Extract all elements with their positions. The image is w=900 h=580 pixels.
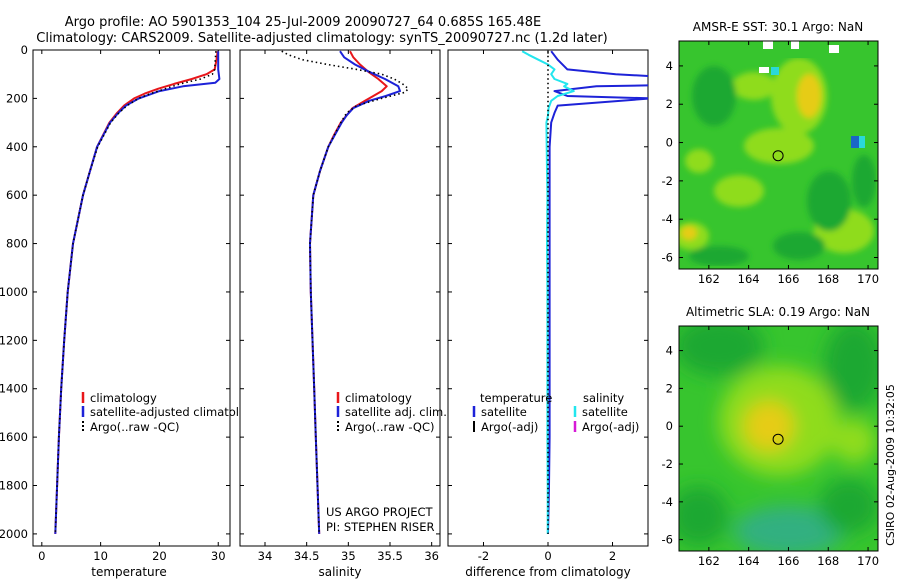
sla-map-field — [679, 326, 878, 551]
map-y-tick-label: 0 — [666, 419, 673, 433]
map-y-tick-label: 4 — [666, 344, 673, 358]
map-y-tick-label: 4 — [666, 59, 673, 73]
legend-group-salinity: salinity — [583, 391, 624, 405]
salinity-legend: climatology satellite adj. clim. Argo(..… — [336, 391, 447, 434]
difference-xlabel: difference from climatology — [465, 565, 631, 579]
map-y-tick-label: 0 — [666, 136, 673, 150]
map-y-tick-label: -6 — [662, 533, 673, 547]
y-tick-label: 1400 — [0, 382, 28, 396]
legend-label-sal-satellite: satellite — [582, 405, 628, 419]
map-x-tick-label: 170 — [857, 272, 879, 286]
map-x-tick-label: 166 — [777, 554, 799, 568]
legend-label-argo: Argo(..raw -QC) — [345, 420, 435, 434]
pi-label: PI: STEPHEN RISER — [326, 520, 435, 534]
sla-map-axes: 162 164 166 168 170 4 2 0 -2 -4 -6 — [662, 326, 879, 568]
temperature-profiles — [54, 51, 221, 534]
map-y-tick-label: -6 — [662, 251, 673, 265]
map-y-tick-label: -2 — [662, 174, 673, 188]
y-tick-label: 1800 — [0, 479, 28, 493]
x-tick-label: 0 — [544, 549, 551, 563]
map-x-tick-label: 170 — [857, 554, 879, 568]
map-x-tick-label: 166 — [777, 272, 799, 286]
y-tick-label: 1200 — [0, 333, 28, 347]
temperature-legend: climatology satellite-adjusted climatolo… — [81, 391, 260, 434]
sst-map-frame — [678, 40, 879, 270]
y-tick-label: 600 — [6, 188, 28, 202]
figure-title-line1: Argo profile: AO 5901353_104 25-Jul-2009… — [65, 15, 542, 30]
y-tick-label: 400 — [6, 140, 28, 154]
x-tick-label: -2 — [478, 549, 489, 563]
sst-map-field — [679, 41, 878, 269]
sla-map-title: Altimetric SLA: 0.19 Argo: NaN — [686, 305, 870, 319]
difference-x-axis: -2 0 2 — [478, 50, 616, 563]
x-tick-label: 0 — [38, 549, 45, 563]
sst-map-axes: 162 164 166 168 170 4 2 0 -2 -4 -6 — [662, 41, 879, 286]
y-tick-label: 2000 — [0, 527, 28, 541]
x-tick-label: 34.5 — [294, 549, 320, 563]
y-tick-label: 1000 — [0, 285, 28, 299]
sst-map-panel: AMSR-E SST: 30.1 Argo: NaN — [662, 20, 879, 286]
sla-map-panel: Altimetric SLA: 0.19 Argo: NaN 162 164 166… — [662, 305, 879, 568]
map-x-tick-label: 164 — [738, 272, 760, 286]
y-tick-label: 800 — [6, 237, 28, 251]
map-y-tick-label: -4 — [662, 212, 673, 226]
map-x-tick-label: 162 — [698, 272, 720, 286]
sla-map-frame — [678, 325, 879, 552]
map-x-tick-label: 168 — [817, 272, 839, 286]
legend-label-temp-argo: Argo(-adj) — [481, 420, 538, 434]
map-x-tick-label: 168 — [817, 554, 839, 568]
map-x-tick-label: 162 — [698, 554, 720, 568]
legend-label-climatology: climatology — [90, 391, 157, 405]
x-tick-label: 36 — [424, 549, 439, 563]
sst-map-title: AMSR-E SST: 30.1 Argo: NaN — [693, 20, 863, 34]
y-tick-label: 200 — [6, 91, 28, 105]
difference-profiles — [521, 50, 648, 534]
legend-label-sal-argo: Argo(-adj) — [582, 420, 639, 434]
temperature-panel: 0 200 400 600 800 1000 1200 1400 1600 1800 2000 0 1… — [0, 43, 260, 579]
map-y-tick-label: 2 — [666, 97, 673, 111]
salinity-xlabel: salinity — [318, 565, 361, 579]
x-tick-label: 35.5 — [377, 549, 403, 563]
x-tick-label: 10 — [93, 549, 108, 563]
legend-group-temperature: temperature — [480, 391, 552, 405]
series-line-argo-raw-qc- — [54, 51, 217, 534]
legend-label-argo: Argo(..raw -QC) — [90, 420, 180, 434]
temperature-axes-box — [32, 49, 231, 547]
map-y-tick-label: 2 — [666, 381, 673, 395]
x-tick-label: 30 — [211, 549, 226, 563]
difference-legend: temperature satellite Argo(-adj) salinit… — [472, 391, 639, 434]
salinity-x-axis: 34 34.5 35 35.5 36 — [258, 50, 439, 563]
x-tick-label: 35 — [341, 549, 356, 563]
figure-title-line2: Climatology: CARS2009. Satellite-adjuste… — [36, 31, 608, 46]
map-y-tick-label: -2 — [662, 457, 673, 471]
salinity-depth-ticks — [240, 49, 440, 535]
temperature-xlabel: temperature — [91, 565, 166, 579]
x-tick-label: 34 — [258, 549, 273, 563]
map-x-tick-label: 164 — [738, 554, 760, 568]
depth-axis: 0 200 400 600 800 1000 1200 1400 1600 1800 2000 — [0, 43, 230, 541]
y-tick-label: 0 — [21, 43, 28, 57]
temperature-x-axis: 0 10 20 30 — [38, 50, 226, 563]
legend-label-satellite-adjusted: satellite-adjusted climatology — [90, 405, 260, 419]
legend-label-climatology: climatology — [345, 391, 412, 405]
legend-label-satellite: satellite adj. clim. — [345, 405, 447, 419]
salinity-panel: 34 34.5 35 35.5 36 salinity climatology sate… — [239, 49, 447, 579]
project-label: US ARGO PROJECT — [326, 505, 434, 519]
sst-float-marker — [772, 150, 784, 162]
map-y-tick-label: -4 — [662, 495, 673, 509]
salinity-profiles — [281, 50, 410, 534]
difference-depth-ticks — [448, 49, 648, 535]
difference-panel: -2 0 2 difference from climatology tempera… — [447, 49, 649, 579]
sla-float-marker — [772, 433, 784, 445]
legend-label-temp-satellite: satellite — [481, 405, 527, 419]
series-line-argo-raw-qc- — [281, 50, 410, 534]
x-tick-label: 20 — [152, 549, 167, 563]
x-tick-label: 2 — [609, 549, 616, 563]
csiro-timestamp: CSIRO 02-Aug-2009 10:32:05 — [884, 384, 897, 546]
series-line-temperature-satellite — [547, 50, 648, 534]
salinity-axes-box — [239, 49, 441, 547]
y-tick-label: 1600 — [0, 430, 28, 444]
